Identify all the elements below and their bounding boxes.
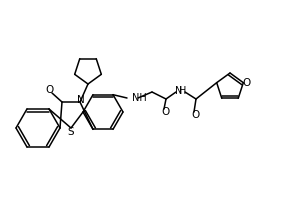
- Text: N: N: [77, 95, 85, 105]
- Text: O: O: [161, 107, 169, 117]
- Text: O: O: [191, 110, 199, 120]
- Text: N: N: [175, 86, 182, 96]
- Text: NH: NH: [132, 93, 147, 103]
- Text: O: O: [242, 78, 250, 88]
- Text: S: S: [68, 127, 74, 137]
- Text: O: O: [45, 85, 53, 95]
- Text: H: H: [179, 86, 186, 96]
